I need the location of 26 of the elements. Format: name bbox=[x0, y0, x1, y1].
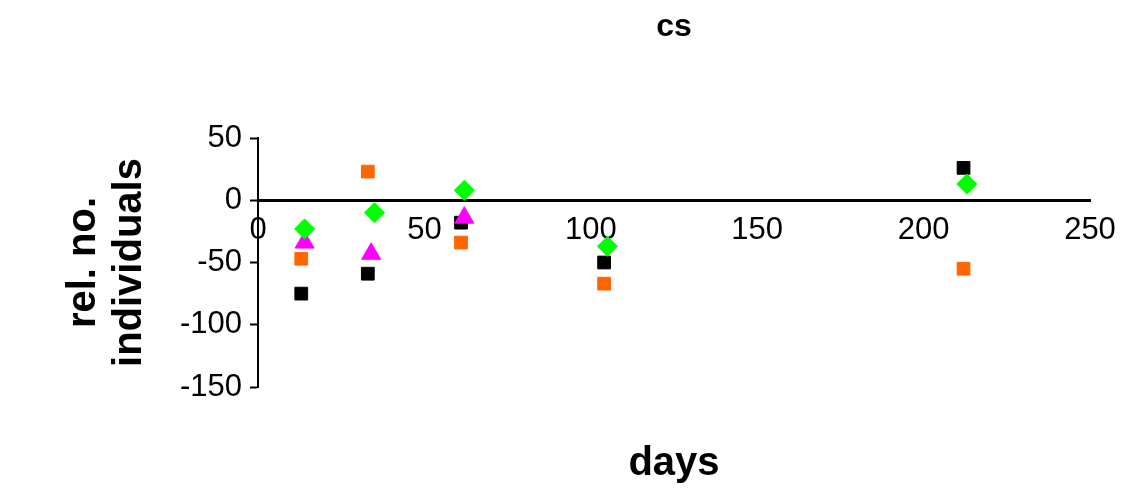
x-tick-label: 150 bbox=[731, 211, 784, 247]
x-axis-title: days bbox=[628, 439, 720, 484]
point bbox=[453, 179, 475, 201]
y-tick-label: -50 bbox=[197, 243, 242, 279]
point bbox=[360, 164, 375, 179]
point bbox=[956, 161, 971, 175]
y-tick-label: 0 bbox=[224, 180, 242, 216]
y-tick-label: -100 bbox=[179, 305, 242, 341]
point bbox=[294, 286, 309, 301]
point bbox=[294, 251, 309, 266]
point bbox=[956, 173, 978, 195]
chart-title: cs bbox=[656, 6, 692, 43]
x-tick-label: 250 bbox=[1064, 211, 1116, 247]
y-tick-label: -150 bbox=[179, 367, 242, 403]
point bbox=[597, 276, 611, 291]
y-tick-label: 50 bbox=[207, 118, 242, 154]
point bbox=[454, 235, 468, 250]
point bbox=[956, 261, 971, 276]
point bbox=[597, 255, 611, 270]
point bbox=[360, 266, 375, 281]
x-tick-label: 100 bbox=[564, 211, 617, 247]
x-tick-label: 50 bbox=[407, 211, 442, 247]
point bbox=[294, 218, 316, 240]
x-tick-label: 200 bbox=[897, 211, 950, 247]
point bbox=[363, 202, 385, 224]
y-axis-title: rel. no. individuals bbox=[59, 158, 150, 367]
